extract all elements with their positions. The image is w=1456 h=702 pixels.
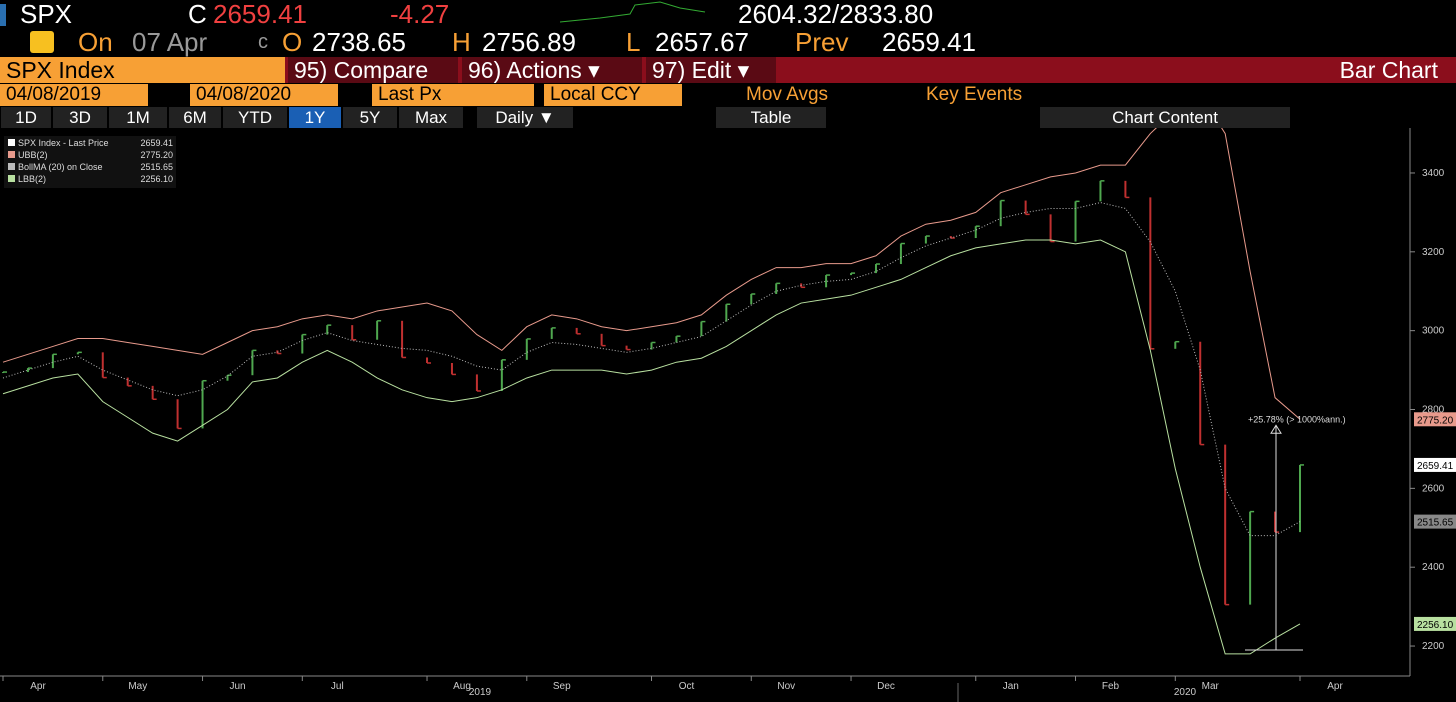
view: Bar Chart <box>1339 56 1438 83</box>
date: 07 Apr <box>132 27 208 57</box>
x-tick-label: May <box>128 681 147 692</box>
band-line <box>2 202 1301 537</box>
y-tick-label: 2800 <box>1422 405 1445 416</box>
menu-bar: SPX Index 95) Compare 96) Actions ▾ 97) … <box>0 57 1456 83</box>
key-events[interactable]: Key Events <box>926 84 1023 105</box>
quote-row: SPX C 2659.41 -4.27 2604.32/2833.80 <box>0 0 1456 28</box>
x-tick-label: Oct <box>679 681 695 692</box>
legend-swatch <box>8 139 15 146</box>
x-tick-label: Nov <box>777 681 795 692</box>
spark <box>560 1 706 23</box>
menu[interactable]: 96) Actions ▾ <box>462 57 642 83</box>
legend-value: 2775.20 <box>140 150 173 160</box>
last-value-tag <box>1414 412 1456 427</box>
measure-arrow <box>1270 424 1282 434</box>
legend-value: 2659.41 <box>140 138 173 148</box>
menu[interactable]: 97) Edit ▾ <box>646 57 776 83</box>
on: On <box>78 27 113 57</box>
legend-swatch <box>8 163 15 170</box>
x-tick-label: Mar <box>1202 681 1220 692</box>
y-tick-label: 2400 <box>1422 562 1445 573</box>
x-tick-label: Jun <box>229 681 245 692</box>
band-line <box>2 239 1301 655</box>
last: 2659.41 <box>213 0 307 29</box>
period-button[interactable]: 3D <box>53 107 107 128</box>
high: 2756.89 <box>482 27 576 57</box>
range-bar: 04/08/2019 04/08/2020 Last Px Local CCY … <box>0 84 1456 106</box>
low: 2657.67 <box>655 27 749 57</box>
last-value-label: 2775.20 <box>1417 415 1454 426</box>
ticker: SPX <box>20 0 73 29</box>
legend-value: 2515.65 <box>140 162 173 172</box>
open: 2738.65 <box>312 27 406 57</box>
y-tick-label: 2600 <box>1422 483 1445 494</box>
icon <box>30 31 54 53</box>
legend-name: UBB(2) <box>18 150 48 160</box>
x-tick-label: Sep <box>553 681 571 692</box>
c-label: C <box>188 0 207 29</box>
frequency[interactable]: Daily ▼ <box>477 107 573 128</box>
period-button[interactable]: 1Y <box>289 107 341 128</box>
last-value-label: 2659.41 <box>1417 461 1454 472</box>
table-button[interactable]: Table <box>716 107 826 128</box>
last-value-tag <box>1414 457 1456 472</box>
annotation: +25.78% (> 1000%ann.) <box>1248 414 1346 424</box>
legend: SPX Index - Last Price 2659.41 UBB(2) 2775.… <box>4 136 176 188</box>
x-tick-label: Apr <box>1327 681 1343 692</box>
toolbar: 1D 3D 1M 6M YTD 1Y 5Y Max Daily ▼ Table Chart Cont… <box>0 107 1456 128</box>
x-tick-label: Dec <box>877 681 895 692</box>
h-label: H <box>452 27 471 57</box>
start-date[interactable]: 04/08/2019 <box>0 84 148 106</box>
menu[interactable]: 95) Compare <box>288 57 458 83</box>
marker <box>0 4 6 26</box>
last-value-label: 2256.10 <box>1417 620 1454 631</box>
period-button[interactable]: 6M <box>169 107 221 128</box>
info-row: On 07 Apr c O 2738.65 H 2756.89 L 2657.6… <box>0 28 1456 56</box>
prev: 2659.41 <box>882 27 976 57</box>
y-tick-label: 3400 <box>1422 168 1445 179</box>
sparkline <box>560 1 706 23</box>
mov-avgs[interactable]: Mov Avgs <box>746 84 829 105</box>
x-tick-label: Jul <box>331 681 344 692</box>
x-tick-label: Feb <box>1102 681 1120 692</box>
x-tick-label: Jan <box>1003 681 1019 692</box>
period-button[interactable]: YTD <box>223 107 287 128</box>
year-label: 2019 <box>469 687 492 698</box>
period-button[interactable]: Max <box>399 107 463 128</box>
period-button[interactable]: 5Y <box>343 107 397 128</box>
x-tick-label: Apr <box>30 681 46 692</box>
last-value-tag <box>1414 514 1456 529</box>
legend-value: 2256.10 <box>140 174 173 184</box>
l-label: L <box>626 27 641 57</box>
period-button[interactable]: 1D <box>1 107 51 128</box>
period-button[interactable]: 1M <box>109 107 167 128</box>
y-tick-label: 3000 <box>1422 326 1445 337</box>
o-label: O <box>282 27 303 57</box>
last-value-label: 2515.65 <box>1417 518 1454 529</box>
c-small: c <box>258 31 268 53</box>
x-tick-label: Aug <box>453 681 471 692</box>
range: 2604.32/2833.80 <box>738 0 934 29</box>
security[interactable]: SPX Index <box>0 57 285 83</box>
legend-name: BollMA (20) on Close <box>18 162 103 172</box>
chart-content[interactable]: Chart Content <box>1040 107 1290 128</box>
y-tick-label: 3200 <box>1422 247 1445 258</box>
field[interactable]: Last Px <box>372 84 534 106</box>
ccy[interactable]: Local CCY <box>544 84 682 106</box>
legend-bg <box>4 136 176 188</box>
prev-label: Prev <box>795 27 849 57</box>
legend-swatch <box>8 151 15 158</box>
y-tick-label: 2200 <box>1422 641 1445 652</box>
year-label: 2020 <box>1174 687 1197 698</box>
last-value-tag <box>1414 616 1456 631</box>
plot <box>2 128 1304 655</box>
legend-name: LBB(2) <box>18 174 46 184</box>
legend-name: SPX Index - Last Price <box>18 138 109 148</box>
chart: 2019 2020 SPX Index - Last Price 2659.41 U… <box>0 128 1456 702</box>
end-date[interactable]: 04/08/2020 <box>190 84 338 106</box>
change: -4.27 <box>390 0 450 29</box>
legend-swatch <box>8 175 15 182</box>
band-line <box>2 128 1301 420</box>
